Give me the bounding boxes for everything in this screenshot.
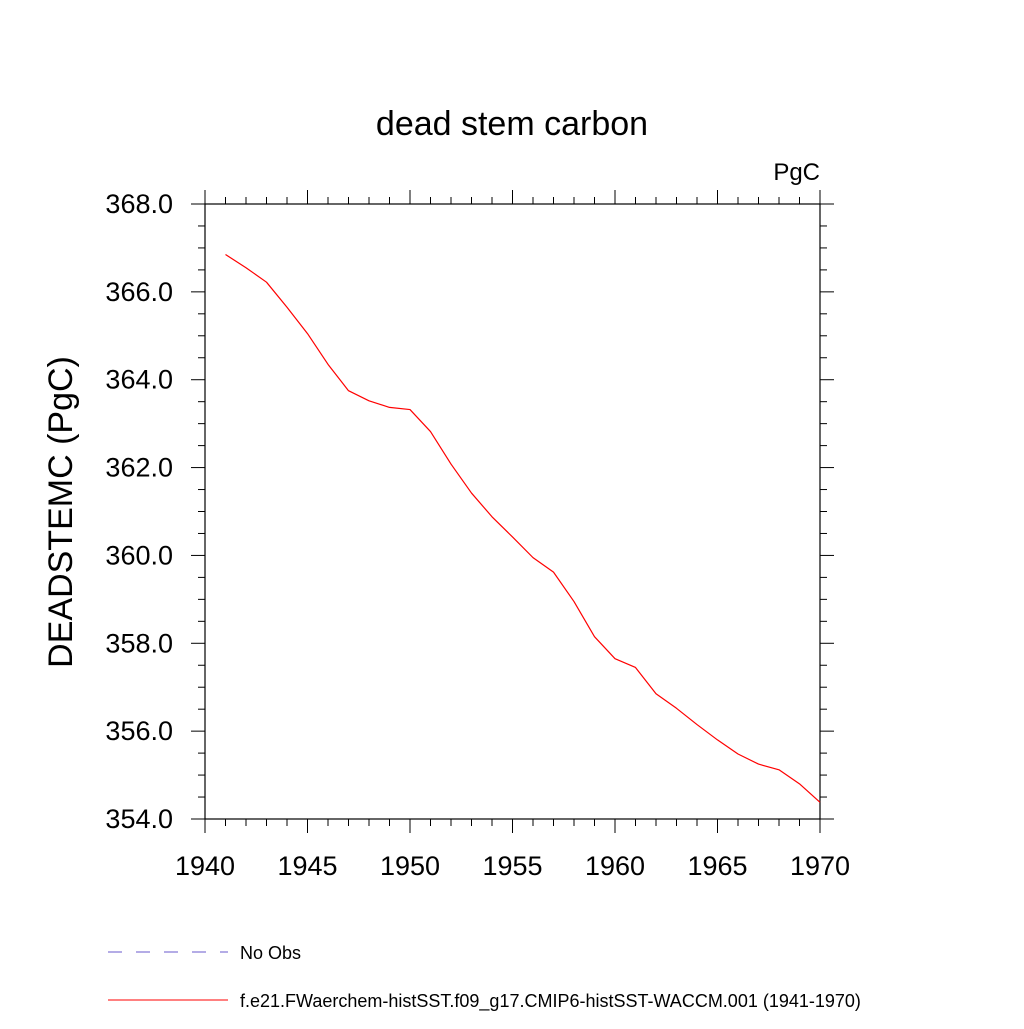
series-layer xyxy=(225,254,821,803)
y-tick-label: 356.0 xyxy=(105,716,173,746)
y-tick-label: 366.0 xyxy=(105,277,173,307)
y-tick-label: 360.0 xyxy=(105,540,173,570)
legend: No Obs f.e21.FWaerchem-histSST.f09_g17.CM… xyxy=(108,943,861,1012)
y-tick-label: 362.0 xyxy=(105,453,173,483)
legend-label: No Obs xyxy=(240,943,301,963)
series-line xyxy=(225,254,821,803)
y-tick-label: 358.0 xyxy=(105,628,173,658)
plot-area-frame xyxy=(204,203,821,820)
y-axis-ticks xyxy=(191,203,834,820)
units-label: PgC xyxy=(773,159,820,186)
legend-label: f.e21.FWaerchem-histSST.f09_g17.CMIP6-hi… xyxy=(240,991,861,1012)
x-axis-ticks xyxy=(204,190,821,833)
y-axis-label: DEADSTEMC (PgC) xyxy=(42,356,80,668)
chart-title: dead stem carbon xyxy=(376,105,648,143)
y-tick-label: 364.0 xyxy=(105,365,173,395)
x-axis-tick-labels: 1940 1945 1950 1955 1960 1965 1970 xyxy=(175,851,850,881)
x-tick-label: 1940 xyxy=(175,851,235,881)
legend-entry: No Obs xyxy=(108,943,301,963)
x-tick-label: 1960 xyxy=(585,851,645,881)
x-tick-label: 1970 xyxy=(790,851,850,881)
y-tick-label: 354.0 xyxy=(105,804,173,834)
x-tick-label: 1965 xyxy=(687,851,747,881)
y-axis-tick-labels: 354.0 356.0 358.0 360.0 362.0 364.0 366.0 368.0 xyxy=(105,189,173,834)
y-tick-label: 368.0 xyxy=(105,189,173,219)
x-tick-label: 1950 xyxy=(380,851,440,881)
x-tick-label: 1955 xyxy=(482,851,542,881)
legend-entry: f.e21.FWaerchem-histSST.f09_g17.CMIP6-hi… xyxy=(108,991,861,1012)
x-tick-label: 1945 xyxy=(277,851,337,881)
